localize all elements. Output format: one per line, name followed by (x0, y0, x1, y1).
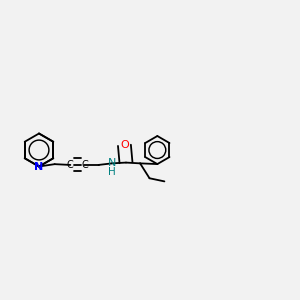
Text: O: O (120, 140, 129, 150)
Text: C: C (81, 160, 88, 170)
Text: N: N (108, 158, 116, 168)
Text: H: H (108, 167, 116, 177)
Text: C: C (67, 160, 74, 170)
Text: N: N (34, 161, 43, 172)
